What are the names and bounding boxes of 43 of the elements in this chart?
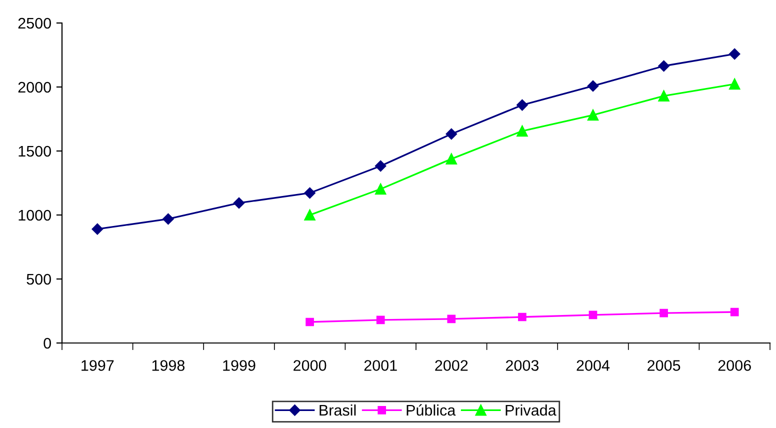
point	[162, 213, 174, 225]
x-tick-label: 2005	[648, 360, 680, 371]
y-tick-label: 0	[44, 338, 51, 349]
y-tick-label: 2500	[18, 18, 51, 29]
point	[587, 109, 599, 121]
point	[306, 318, 314, 326]
point	[728, 48, 740, 60]
point	[92, 223, 104, 235]
x-tick-label: 1999	[223, 360, 256, 371]
point	[446, 128, 458, 140]
legend-label: Brasil	[320, 404, 356, 416]
x-tick-label: 2002	[435, 360, 468, 371]
point	[660, 308, 668, 318]
x-tick-label: 2006	[718, 360, 751, 371]
x-tick-label: 2004	[576, 360, 610, 371]
point	[233, 197, 245, 209]
y-tick-label: 1000	[18, 210, 51, 221]
point	[518, 312, 526, 322]
legend-label: Pública	[406, 404, 456, 416]
point	[658, 90, 670, 102]
point	[730, 308, 739, 316]
point	[446, 153, 457, 164]
point	[376, 316, 385, 324]
point	[729, 78, 740, 90]
y-tick-label: 2000	[18, 82, 51, 93]
y-tick-label: 500	[26, 274, 51, 285]
x-tick-label: 1997	[82, 360, 114, 371]
x-tick-label: 2000	[294, 360, 326, 371]
point	[587, 80, 599, 92]
x-tick-label: 2001	[364, 360, 397, 371]
y-tick-label: 1500	[18, 146, 51, 157]
point	[374, 160, 386, 172]
point	[658, 60, 670, 72]
x-tick-label: 1998	[152, 360, 185, 371]
point	[516, 125, 528, 137]
legend-label: Privada	[506, 404, 556, 416]
point	[375, 183, 386, 195]
point	[304, 209, 316, 221]
point	[588, 310, 598, 320]
point	[447, 314, 456, 324]
point	[304, 187, 316, 199]
point	[516, 99, 528, 111]
x-tick-label: 2003	[506, 360, 539, 371]
